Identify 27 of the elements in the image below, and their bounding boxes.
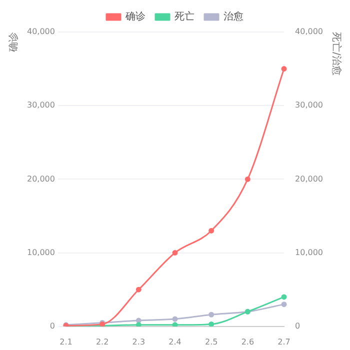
point (244, 176, 250, 182)
y2-tick-label: 10,000 (295, 248, 324, 257)
point (208, 228, 214, 234)
x-tick-label: 2.3 (132, 337, 146, 346)
x-tick-label: 2.2 (96, 337, 109, 346)
y-tick-label: 20,000 (26, 174, 55, 184)
y-axis-title: 确诊 (8, 32, 20, 53)
point (172, 250, 178, 256)
y-tick-label: 40,000 (26, 27, 55, 36)
y-tick-label: 30,000 (26, 100, 55, 110)
x-tick-label: 2.1 (60, 337, 72, 346)
x-tick-label: 2.4 (168, 337, 182, 346)
x-tick-label: 2.5 (204, 337, 218, 346)
y2-tick-label: 40,000 (295, 27, 324, 36)
x-tick-label: 2.6 (241, 337, 254, 346)
y2-tick-label: 20,000 (295, 174, 324, 184)
y-tick-label: 10,000 (26, 248, 55, 257)
legend-label: 确诊 (124, 10, 146, 23)
y2-tick-label: 30,000 (295, 100, 324, 110)
y2-tick-label: 0 (295, 321, 300, 330)
y2-axis-title: 死亡/治愈 (330, 32, 342, 76)
point (281, 66, 287, 72)
y-tick-label: 0 (50, 321, 55, 330)
legend-label: 治愈 (224, 10, 244, 23)
point (136, 286, 142, 292)
legend-label: 死亡 (174, 10, 194, 23)
x-tick-label: 2.7 (278, 337, 290, 346)
